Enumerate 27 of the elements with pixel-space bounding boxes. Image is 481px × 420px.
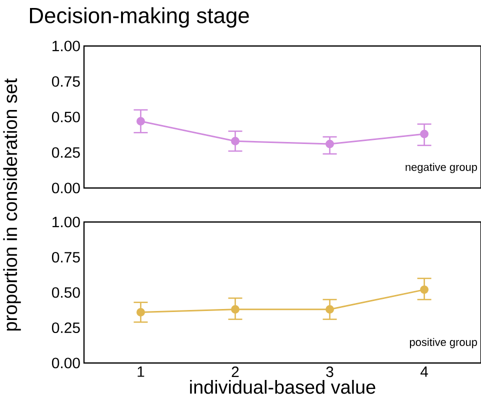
point [136,308,145,316]
y-tick-label: 0.25 [52,147,80,158]
x-tick-label: 2 [232,366,239,377]
y-tick-label: 0.00 [52,358,80,368]
point [326,305,334,314]
point [420,130,429,138]
y-axis-title: proportion in consideration set [3,78,21,331]
y-tick-label: 0.75 [52,76,80,87]
point [136,117,145,126]
y-tick-label: 0.50 [52,287,80,298]
x-tick-label: 4 [420,366,428,377]
point [231,136,240,146]
point [420,285,429,294]
y-tick-label: 0.00 [52,182,80,194]
chart-title: Decision-making stage [30,7,249,28]
y-tick-label: 1.00 [52,40,80,52]
y-tick-label: 0.25 [52,322,80,334]
x-tick-label: 1 [138,366,144,377]
point [231,305,240,314]
annotation: negative group [406,162,477,174]
y-tick-label: 0.75 [52,252,80,263]
x-tick-label: 3 [326,366,334,378]
annotation: positive group [410,338,477,348]
y-tick-label: 0.50 [52,112,80,122]
x-axis-title: individual-based value [190,380,376,394]
y-tick-label: 1.00 [52,216,80,228]
point [326,140,334,148]
